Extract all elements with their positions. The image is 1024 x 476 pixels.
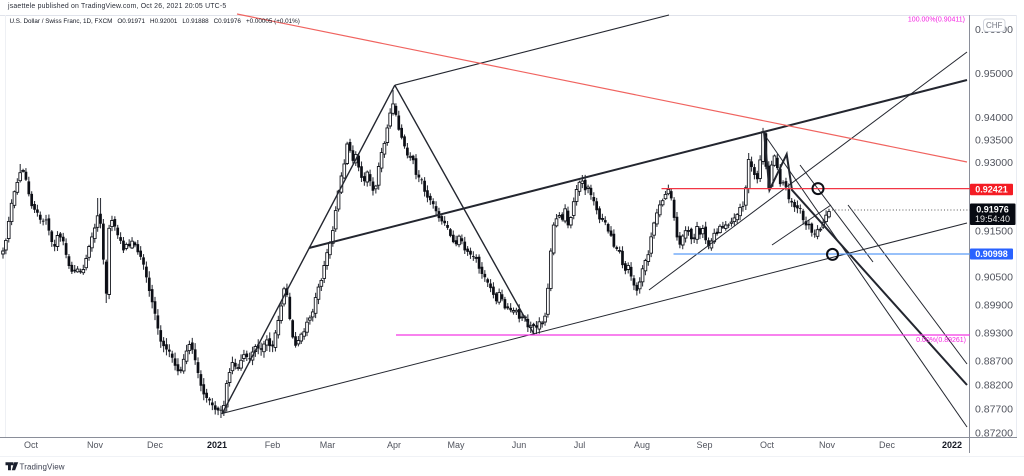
svg-text:Jul: Jul — [574, 440, 586, 450]
svg-text:0.90998: 0.90998 — [975, 249, 1008, 259]
svg-text:Nov: Nov — [819, 440, 836, 450]
svg-text:0.00%(0.89261): 0.00%(0.89261) — [916, 337, 966, 344]
svg-text:100.00%(0.90411): 100.00%(0.90411) — [908, 17, 965, 24]
svg-text:Feb: Feb — [265, 440, 281, 450]
svg-text:0.88700: 0.88700 — [975, 356, 1013, 368]
svg-text:19:54:40: 19:54:40 — [975, 214, 1010, 224]
svg-text:Oct: Oct — [760, 440, 775, 450]
svg-text:Nov: Nov — [87, 440, 104, 450]
svg-text:0.90500: 0.90500 — [975, 271, 1013, 283]
svg-text:Apr: Apr — [387, 440, 401, 450]
svg-text:May: May — [447, 440, 465, 450]
svg-text:Sep: Sep — [696, 440, 712, 450]
svg-text:0.91976: 0.91976 — [976, 204, 1009, 214]
svg-text:2021: 2021 — [207, 440, 227, 450]
svg-text:0.93500: 0.93500 — [975, 135, 1013, 147]
svg-text:CHF: CHF — [986, 21, 1003, 30]
svg-text:Mar: Mar — [320, 440, 336, 450]
svg-text:0.87700: 0.87700 — [975, 403, 1013, 415]
svg-text:0.93000: 0.93000 — [975, 157, 1013, 169]
svg-text:0.89300: 0.89300 — [975, 327, 1013, 339]
svg-text:0.95000: 0.95000 — [975, 68, 1013, 80]
svg-text:Oct: Oct — [24, 440, 39, 450]
svg-text:0.87200: 0.87200 — [975, 427, 1013, 439]
svg-text:0.88200: 0.88200 — [975, 379, 1013, 391]
svg-text:0.89900: 0.89900 — [975, 299, 1013, 311]
svg-text:Aug: Aug — [634, 440, 650, 450]
svg-text:0.92421: 0.92421 — [975, 185, 1008, 195]
svg-text:TradingView: TradingView — [20, 462, 65, 471]
svg-text:Dec: Dec — [147, 440, 164, 450]
svg-text:Dec: Dec — [879, 440, 896, 450]
svg-text:0.91500: 0.91500 — [975, 225, 1013, 237]
svg-text:2022: 2022 — [942, 440, 962, 450]
svg-text:0.94000: 0.94000 — [975, 112, 1013, 124]
svg-text:Jun: Jun — [512, 440, 527, 450]
